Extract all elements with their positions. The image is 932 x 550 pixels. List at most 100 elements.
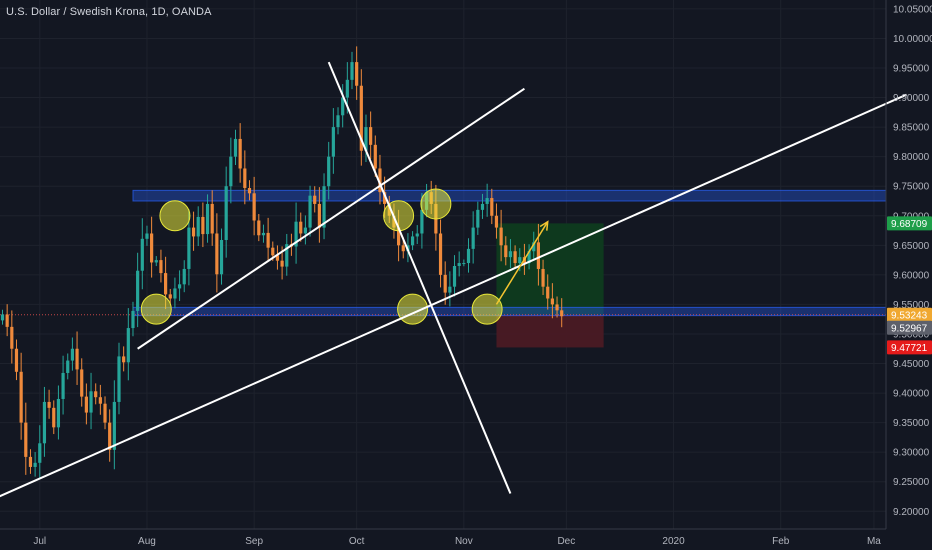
trendline: [327, 61, 512, 494]
candle-body: [205, 203, 210, 235]
price-tags: 9.68709 9.53243 9.52967 9.47721: [887, 216, 932, 355]
candle-body: [98, 397, 102, 404]
candle-body: [126, 328, 130, 363]
price-tag-stop: [887, 340, 932, 355]
highlight-circle: [420, 188, 452, 220]
candle-body: [89, 391, 93, 413]
candle-body: [532, 242, 536, 252]
candle-body: [313, 195, 317, 204]
time-tick-label: Oct: [349, 536, 365, 547]
candle-body: [443, 274, 447, 293]
candle-body: [317, 203, 321, 228]
candle-body: [75, 348, 79, 370]
trendline: [137, 87, 525, 350]
candle-body: [480, 203, 485, 210]
candle-body: [24, 422, 28, 457]
candle-body: [215, 233, 219, 275]
candle-body: [271, 247, 275, 256]
candle-body: [42, 401, 47, 444]
price-tick-label: 9.55000: [893, 300, 930, 311]
candle-body: [303, 227, 307, 234]
time-axis[interactable]: Jul Aug Sep Oct Nov Dec 2020 Feb Ma: [0, 528, 886, 547]
candle-body: [378, 168, 382, 193]
candle-body: [485, 198, 489, 204]
candle-body: [140, 238, 144, 271]
price-tick-label: 9.25000: [893, 477, 930, 488]
candle-body: [219, 239, 224, 275]
projection-arrow[interactable]: [495, 220, 549, 305]
candle-body: [14, 348, 19, 372]
candle-body: [252, 193, 256, 221]
price-tag-label: 9.52967: [891, 323, 928, 334]
price-tick-label: 9.35000: [893, 418, 930, 429]
candle-body: [420, 209, 424, 234]
candle-body: [210, 203, 214, 234]
candle-body: [331, 127, 335, 157]
candle-body: [397, 227, 401, 246]
highlight-circle: [159, 200, 191, 232]
price-tick-label: 9.30000: [893, 448, 930, 459]
candle-body: [243, 168, 247, 188]
price-tick-label: 9.50000: [893, 329, 930, 340]
price-tick-label: 9.80000: [893, 152, 930, 163]
sr-zone: [132, 189, 887, 202]
candle-body: [350, 62, 354, 80]
candle-body: [136, 270, 140, 311]
candle-body: [5, 314, 9, 327]
candle-body: [490, 198, 494, 216]
candle-body: [280, 260, 284, 267]
candle-body: [504, 245, 508, 258]
price-tick-label: 9.20000: [893, 507, 930, 518]
price-tag-label: 9.47721: [891, 343, 928, 354]
candle-body: [159, 260, 163, 274]
candle-body: [341, 97, 345, 116]
candle-body: [187, 227, 191, 269]
candle-body: [518, 257, 522, 264]
candle-body: [10, 326, 14, 349]
candle-body: [499, 227, 503, 246]
highlight-circle: [140, 293, 172, 325]
candle-body: [462, 263, 466, 265]
position-box[interactable]: [496, 223, 604, 348]
time-tick-label: Ma: [867, 536, 881, 547]
candle-body: [327, 156, 331, 187]
candle-body: [150, 233, 154, 263]
candle-body: [364, 127, 368, 151]
stop-zone: [496, 314, 604, 348]
candle-body: [508, 251, 513, 258]
arrow-shaft: [495, 221, 549, 305]
candle-body: [285, 244, 289, 267]
candle-body: [471, 227, 475, 249]
time-tick-label: Nov: [455, 536, 473, 547]
candle-body: [168, 294, 172, 299]
candle-body: [513, 251, 517, 264]
price-tag-entry: [887, 307, 932, 322]
candle-body: [131, 310, 135, 329]
candle-body: [345, 79, 349, 98]
price-tag-target: [887, 216, 932, 231]
sr-zone: [132, 306, 887, 317]
candle-body: [494, 215, 499, 228]
candle-body: [541, 268, 545, 287]
trendlines[interactable]: [0, 61, 907, 505]
candle-body: [383, 192, 387, 204]
candle-body: [373, 144, 377, 169]
chart-title: U.S. Dollar / Swedish Krona, 1D, OANDA: [6, 6, 212, 18]
candle-body: [294, 221, 298, 247]
candle-body: [191, 227, 196, 237]
price-tick-label: 9.40000: [893, 389, 930, 400]
candle-body: [546, 286, 550, 299]
candle-body: [410, 236, 415, 246]
candle-body: [476, 209, 480, 228]
candle-body: [47, 401, 51, 408]
candle-body: [560, 310, 564, 317]
time-tick-label: Dec: [557, 536, 575, 547]
candle-body: [154, 260, 158, 263]
candle-body: [177, 284, 182, 289]
candle-body: [233, 138, 238, 157]
candle-body: [550, 298, 554, 305]
candle-body: [224, 186, 228, 240]
candle-body: [308, 195, 312, 228]
